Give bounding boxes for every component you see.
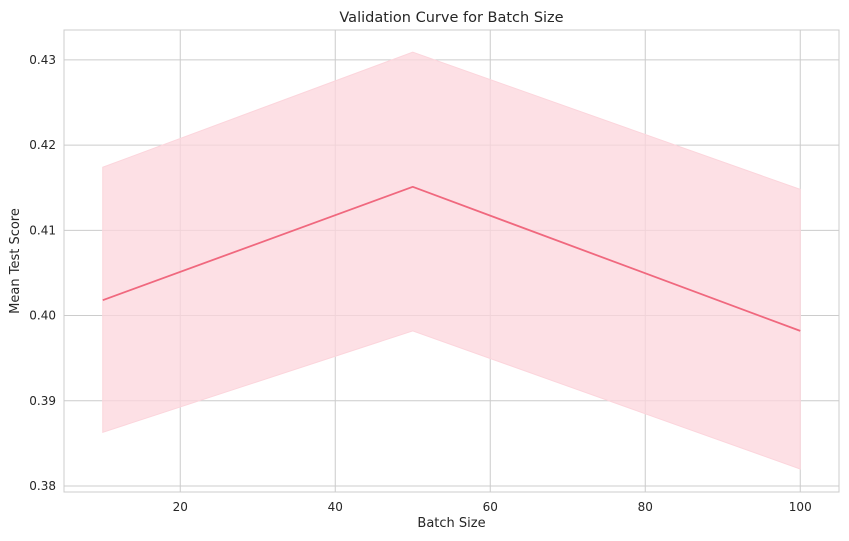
x-axis-label: Batch Size — [417, 516, 485, 531]
confidence-bands — [102, 51, 801, 470]
y-tick-label: 0.42 — [29, 138, 56, 152]
series-lines — [102, 185, 801, 332]
y-tick-label: 0.41 — [29, 223, 56, 237]
y-axis-label: Mean Test Score — [8, 208, 23, 314]
x-tick-label: 20 — [173, 500, 188, 514]
x-tick-label: 40 — [328, 500, 343, 514]
mean-score-line — [102, 185, 801, 332]
x-tick-label: 100 — [789, 500, 812, 514]
confidence-band — [102, 51, 801, 470]
x-tick-labels: 20 40 60 80 100 — [173, 500, 812, 514]
x-tick-label: 80 — [638, 500, 653, 514]
y-tick-label: 0.40 — [29, 309, 56, 323]
x-tick-label: 60 — [483, 500, 498, 514]
y-tick-label: 0.39 — [29, 394, 56, 408]
y-tick-label: 0.43 — [29, 53, 56, 67]
y-tick-label: 0.38 — [29, 479, 56, 493]
plot-frame — [63, 29, 840, 493]
y-tick-labels: 0.38 0.39 0.40 0.41 0.42 0.43 — [29, 53, 56, 493]
chart-title: Validation Curve for Batch Size — [339, 10, 563, 26]
